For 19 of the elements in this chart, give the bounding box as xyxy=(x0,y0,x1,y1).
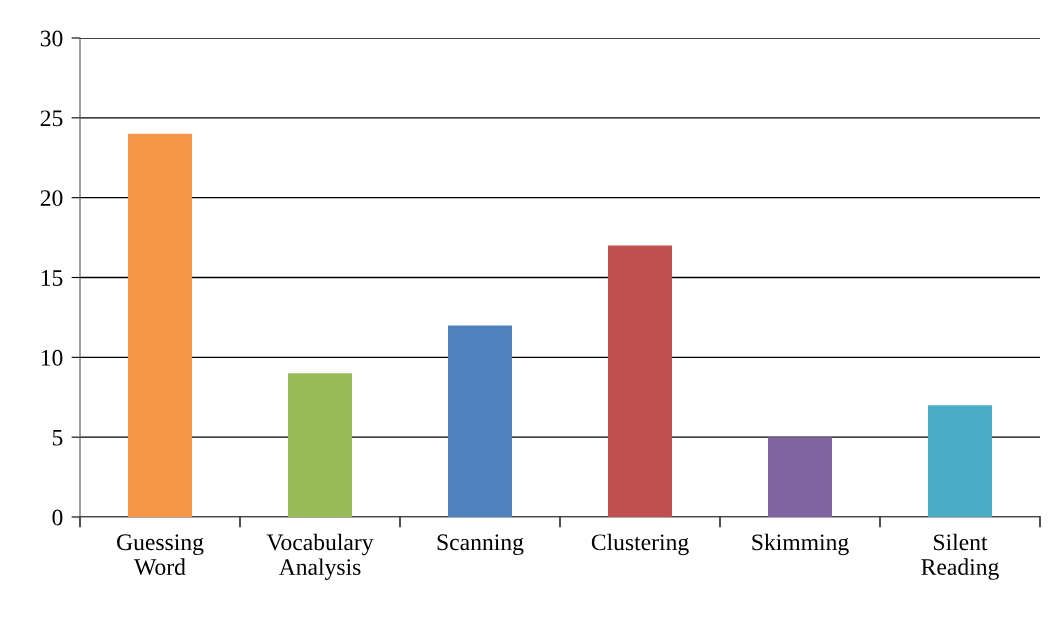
x-tick-label: Scanning xyxy=(437,534,524,556)
x-tick-label: Skimming xyxy=(752,533,849,556)
x-tick-label: Silent Reading xyxy=(921,533,999,580)
x-tick-label: Guessing Word xyxy=(117,534,204,576)
bar xyxy=(608,245,672,517)
y-tick-label: 15 xyxy=(41,270,63,286)
x-tick-label: Clustering xyxy=(591,533,689,556)
bar xyxy=(448,325,512,517)
bar xyxy=(768,437,832,517)
y-tick-label: 10 xyxy=(41,349,63,366)
bar xyxy=(928,405,992,517)
y-tick-label: 0 xyxy=(52,509,63,526)
y-tick-label: 25 xyxy=(40,110,63,127)
x-tick-label: Vocabulary Analysis xyxy=(266,533,374,580)
bar xyxy=(288,373,352,517)
y-tick-label: 30 xyxy=(40,30,63,47)
y-tick-label: 20 xyxy=(40,190,63,207)
y-tick-label: 5 xyxy=(52,429,63,446)
bar xyxy=(128,133,192,517)
